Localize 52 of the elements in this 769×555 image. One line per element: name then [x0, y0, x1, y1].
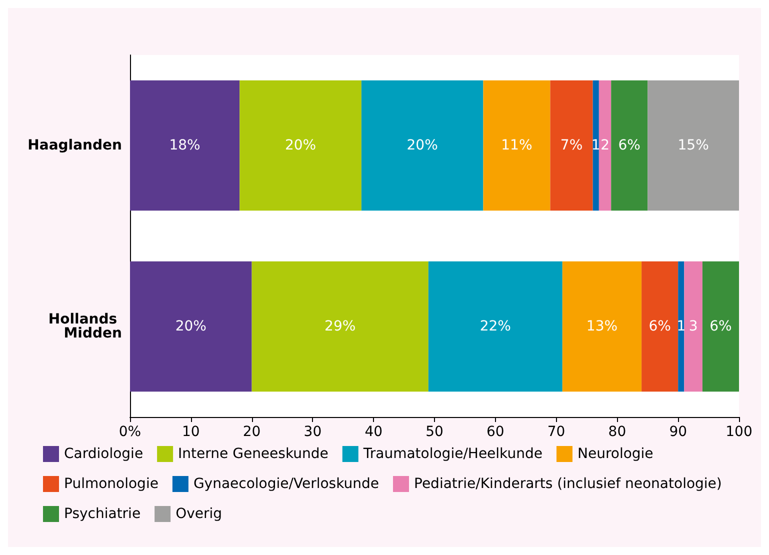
- y-tick-label: Hollands Midden: [48, 312, 122, 342]
- bar: [130, 80, 240, 211]
- x-tick-label: 70: [547, 424, 566, 440]
- data-label: 11%: [501, 138, 532, 154]
- x-tick-label: 30: [304, 424, 322, 440]
- data-label: 29%: [324, 318, 356, 334]
- x-tick-label: 50: [426, 424, 444, 440]
- legend-label: Neurologie: [577, 446, 654, 462]
- bar: [483, 80, 550, 211]
- x-tick-label: 20: [242, 424, 261, 440]
- data-label: 13%: [586, 318, 618, 334]
- bar: [598, 80, 612, 211]
- bar: [428, 261, 562, 392]
- bar: [550, 80, 593, 211]
- x-tick-label: 10: [182, 424, 200, 440]
- bar: [611, 80, 648, 211]
- data-label: 3: [688, 318, 698, 334]
- data-label: 20%: [175, 318, 206, 334]
- legend-label: Cardiologie: [64, 446, 144, 462]
- y-tick-label: Haaglanden: [28, 138, 122, 154]
- data-label: 20%: [406, 138, 438, 154]
- x-tick-label: 90: [669, 424, 688, 440]
- bar: [240, 80, 362, 211]
- bar: [361, 80, 484, 211]
- data-label: 6%: [648, 318, 671, 334]
- data-label: 2: [600, 138, 610, 154]
- x-tick-label: 0%: [118, 424, 142, 440]
- bar: [252, 261, 428, 392]
- legend-label: Gynaecologie/Verloskunde: [193, 476, 380, 492]
- bar: [562, 261, 642, 392]
- bar: [702, 261, 739, 392]
- data-label: 18%: [169, 138, 200, 154]
- x-tick-label: 100: [726, 424, 752, 440]
- legend-label: Overig: [176, 506, 222, 522]
- data-label: 6%: [710, 318, 732, 334]
- data-label: 20%: [284, 138, 316, 154]
- data-label: 15%: [678, 138, 709, 154]
- bar: [642, 261, 678, 392]
- data-label: 22%: [480, 318, 511, 334]
- bar: [130, 261, 252, 392]
- bar: [684, 261, 702, 392]
- x-tick-label: 80: [608, 424, 626, 440]
- bar: [648, 80, 739, 211]
- x-tick-label: 40: [364, 424, 383, 440]
- legend-label: Pediatrie/Kinderarts (inclusief neonatologie): [414, 476, 722, 492]
- legend-label: Pulmonologie: [64, 476, 158, 492]
- data-label: 7%: [560, 138, 583, 154]
- legend-label: Interne Geneeskunde: [178, 446, 328, 462]
- legend-label: Traumatologie/Heelkunde: [362, 446, 542, 462]
- legend-label: Psychiatrie: [64, 506, 141, 522]
- x-tick-label: 60: [486, 424, 504, 440]
- data-label: 6%: [618, 138, 640, 154]
